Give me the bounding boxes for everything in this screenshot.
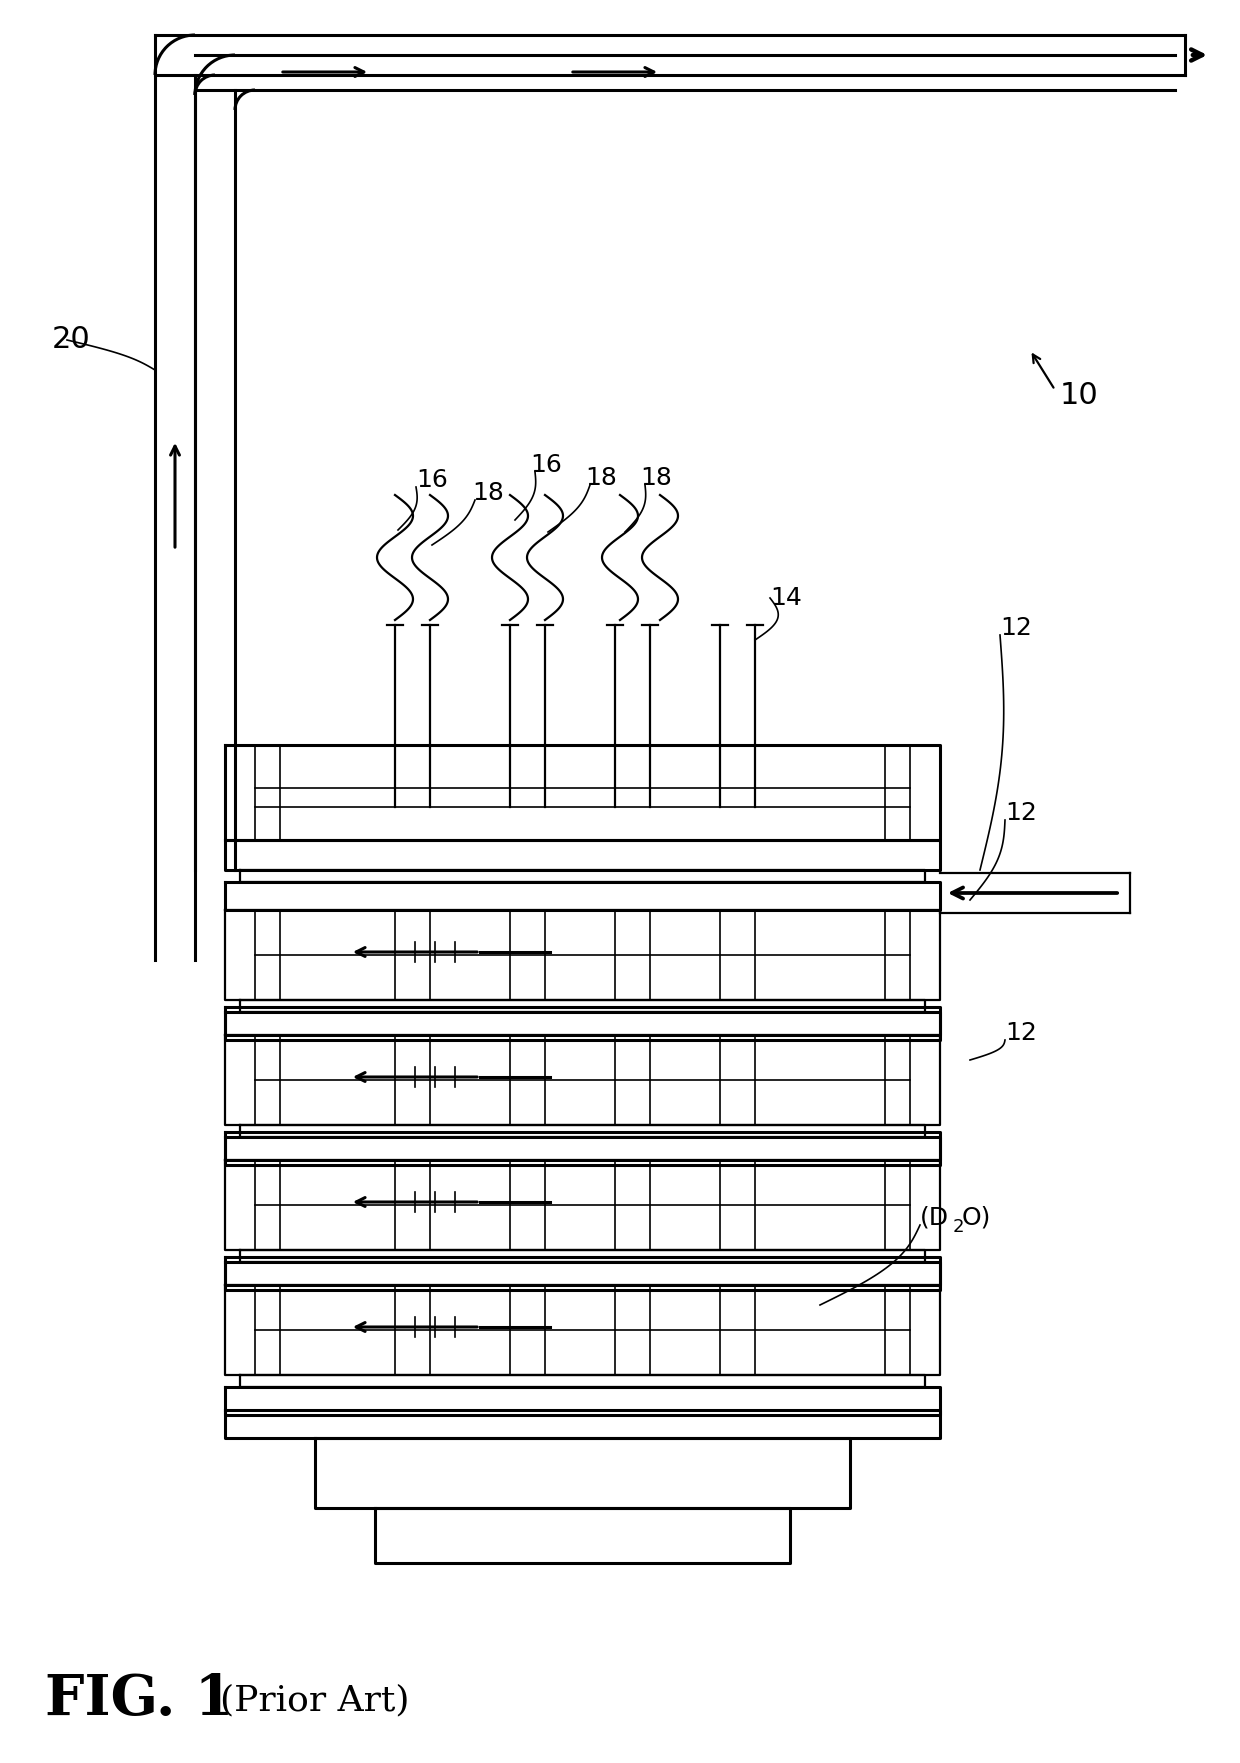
Text: 12: 12 <box>1004 1021 1037 1045</box>
Text: (D: (D <box>920 1206 949 1231</box>
Text: 10: 10 <box>1060 381 1099 409</box>
Text: 20: 20 <box>52 326 91 354</box>
Text: 16: 16 <box>529 453 562 478</box>
Text: 18: 18 <box>472 481 503 504</box>
Text: O): O) <box>962 1206 991 1231</box>
Text: 14: 14 <box>770 585 802 610</box>
Text: 12: 12 <box>1004 800 1037 825</box>
Text: FIG. 1: FIG. 1 <box>45 1673 253 1728</box>
Text: 18: 18 <box>585 465 616 490</box>
Text: 16: 16 <box>415 467 448 492</box>
Text: (Prior Art): (Prior Art) <box>219 1684 409 1717</box>
Text: 12: 12 <box>999 615 1032 640</box>
Text: 2: 2 <box>954 1218 965 1236</box>
Text: 18: 18 <box>640 465 672 490</box>
